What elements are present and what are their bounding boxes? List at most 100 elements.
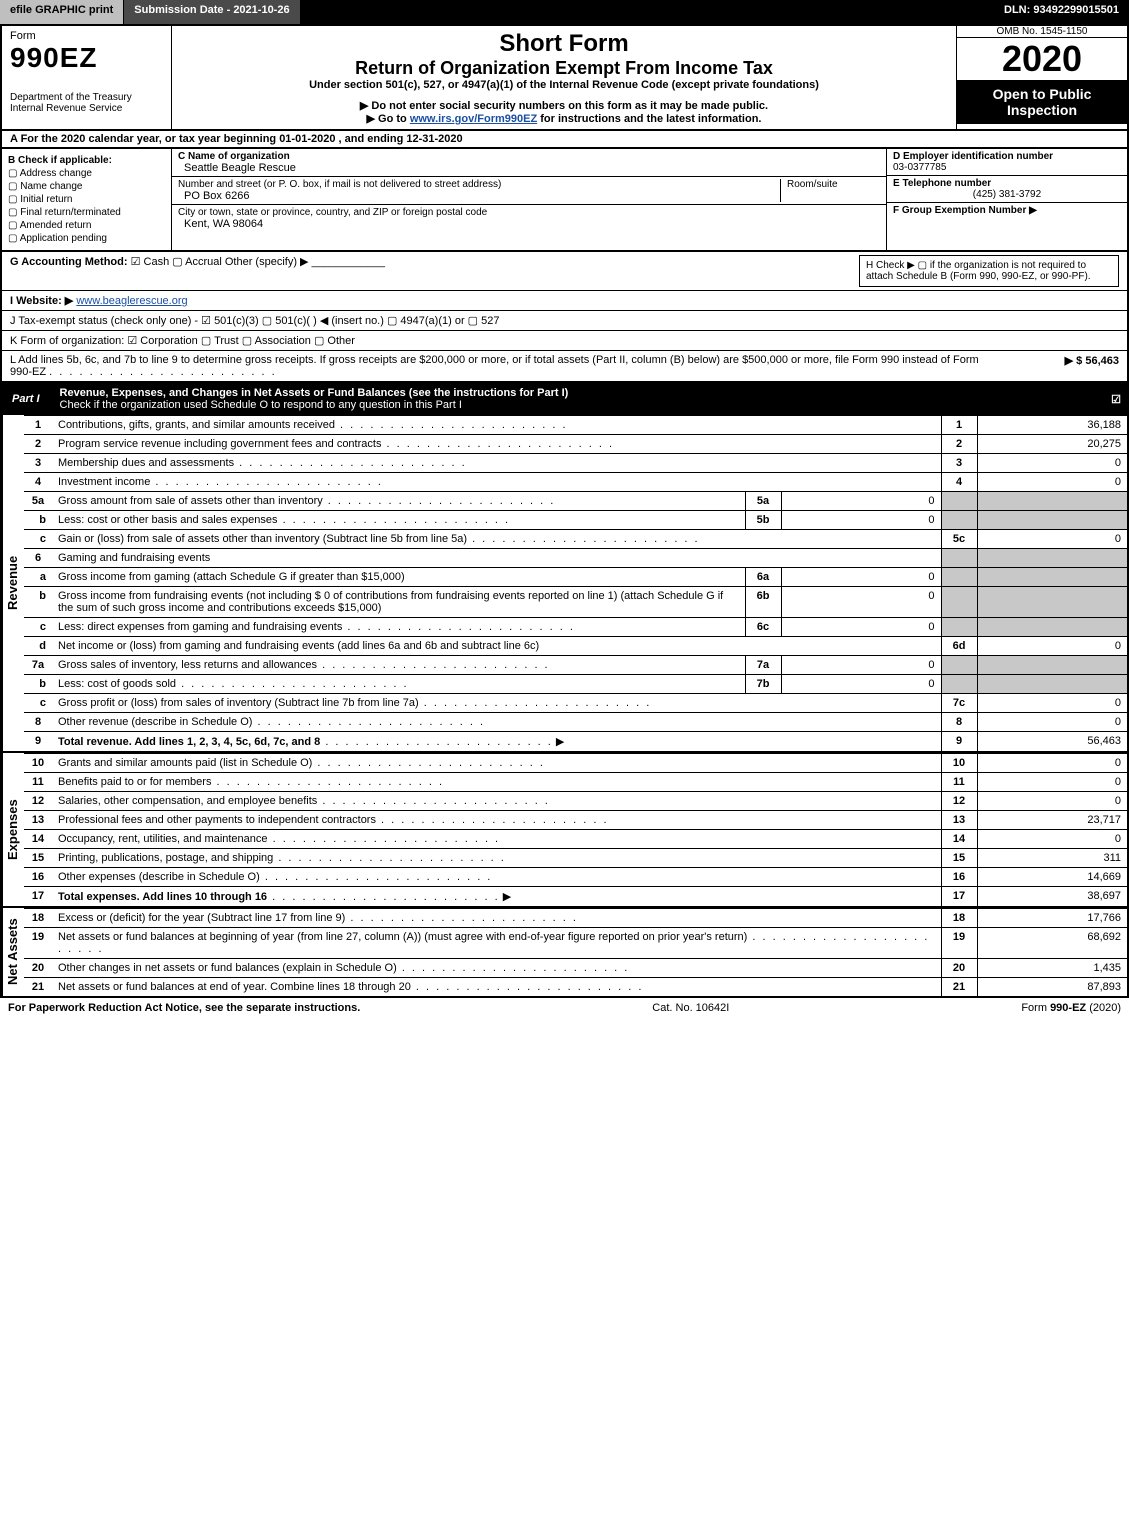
line-13: 13 Professional fees and other payments … [24,811,1127,830]
l8-rn: 8 [941,713,977,732]
revenue-section: Revenue 1 Contributions, gifts, grants, … [0,415,1129,753]
l9-rv: 56,463 [977,732,1127,752]
l13-d: Professional fees and other payments to … [58,814,376,826]
warn2-post: for instructions and the latest informat… [537,113,761,125]
l5a-rn [941,492,977,511]
l4-n: 4 [24,473,52,492]
footer-right-pre: Form [1021,1002,1050,1014]
line-5a: 5a Gross amount from sale of assets othe… [24,492,1127,511]
submission-date-button[interactable]: Submission Date - 2021-10-26 [124,0,300,24]
top-bar: efile GRAPHIC print Submission Date - 20… [0,0,1129,24]
l7a-d: Gross sales of inventory, less returns a… [58,659,317,671]
form-word: Form [10,30,163,42]
l14-d: Occupancy, rent, utilities, and maintena… [58,833,268,845]
l17-arrow: ▶ [503,891,511,903]
l3-d: Membership dues and assessments [58,457,234,469]
dept-treasury: Department of the Treasury [10,92,163,103]
l6d-rn: 6d [941,637,977,656]
d-ein: D Employer identification number 03-0377… [887,149,1127,176]
l21-d: Net assets or fund balances at end of ye… [58,981,411,993]
l10-d: Grants and similar amounts paid (list in… [58,757,312,769]
l11-d: Benefits paid to or for members [58,776,211,788]
chk-initial-return[interactable]: Initial return [8,194,165,205]
netassets-table: 18 Excess or (deficit) for the year (Sub… [24,908,1127,996]
chk-name-change[interactable]: Name change [8,181,165,192]
c-room-label: Room/suite [787,179,880,190]
l5a-d: Gross amount from sale of assets other t… [58,495,323,507]
l8-d: Other revenue (describe in Schedule O) [58,716,252,728]
year-cell: OMB No. 1545-1150 2020 Open to Public In… [957,26,1127,129]
l21-rv: 87,893 [977,978,1127,997]
line-17: 17 Total expenses. Add lines 10 through … [24,887,1127,907]
l14-n: 14 [24,830,52,849]
l7a-n: 7a [24,656,52,675]
line-20: 20 Other changes in net assets or fund b… [24,959,1127,978]
c-org-cell: C Name of organization Seattle Beagle Re… [172,149,887,250]
title-cell: Short Form Return of Organization Exempt… [172,26,957,129]
l9-d: Total revenue. Add lines 1, 2, 3, 4, 5c,… [58,736,320,748]
line-6b: b Gross income from fundraising events (… [24,587,1127,618]
l1-rv: 36,188 [977,416,1127,435]
irs-link[interactable]: www.irs.gov/Form990EZ [410,113,537,125]
l18-d: Excess or (deficit) for the year (Subtra… [58,912,345,924]
l-dots [49,366,277,378]
warn-ssn: ▶ Do not enter social security numbers o… [180,99,948,112]
dln-value: 93492299015501 [1033,4,1119,16]
l15-d: Printing, publications, postage, and shi… [58,852,273,864]
l15-n: 15 [24,849,52,868]
l20-n: 20 [24,959,52,978]
l3-rv: 0 [977,454,1127,473]
l6b-mn: 6b [745,587,781,618]
line-10: 10 Grants and similar amounts paid (list… [24,754,1127,773]
l10-n: 10 [24,754,52,773]
line-4: 4 Investment income 4 0 [24,473,1127,492]
l19-rv: 68,692 [977,928,1127,959]
l19-rn: 19 [941,928,977,959]
row-j: J Tax-exempt status (check only one) - ☑… [2,311,1127,331]
l10-rv: 0 [977,754,1127,773]
side-netassets: Net Assets [2,908,24,996]
line-6a: a Gross income from gaming (attach Sched… [24,568,1127,587]
def-col: D Employer identification number 03-0377… [887,149,1127,250]
l5c-n: c [24,530,52,549]
l6c-d: Less: direct expenses from gaming and fu… [58,621,342,633]
chk-final-return[interactable]: Final return/terminated [8,207,165,218]
part1-check[interactable]: ☑ [1105,389,1127,410]
efile-print-button[interactable]: efile GRAPHIC print [0,0,124,24]
l14-rn: 14 [941,830,977,849]
chk-application-pending[interactable]: Application pending [8,233,165,244]
l6d-d: Net income or (loss) from gaming and fun… [58,640,539,652]
website-link[interactable]: www.beaglerescue.org [76,295,187,307]
dept-irs: Internal Revenue Service [10,103,163,114]
l13-rn: 13 [941,811,977,830]
footer-right-post: (2020) [1086,1002,1121,1014]
l6b-mv: 0 [781,587,941,618]
l14-rv: 0 [977,830,1127,849]
open-public-inspection: Open to Public Inspection [957,80,1127,124]
form-header: Form 990EZ Department of the Treasury In… [0,24,1129,131]
l2-n: 2 [24,435,52,454]
warn-goto: ▶ Go to www.irs.gov/Form990EZ for instru… [180,112,948,125]
l1-d: Contributions, gifts, grants, and simila… [58,419,335,431]
l6a-n: a [24,568,52,587]
l5a-rv [977,492,1127,511]
g-cash[interactable]: Cash [131,256,170,268]
line-11: 11 Benefits paid to or for members 11 0 [24,773,1127,792]
c-street-row: Number and street (or P. O. box, if mail… [172,177,886,205]
l2-d: Program service revenue including govern… [58,438,381,450]
topbar-spacer [301,0,994,24]
form-id-cell: Form 990EZ Department of the Treasury In… [2,26,172,129]
line-6d: d Net income or (loss) from gaming and f… [24,637,1127,656]
chk-amended-return[interactable]: Amended return [8,220,165,231]
l18-rn: 18 [941,909,977,928]
chk-address-change[interactable]: Address change [8,168,165,179]
l7b-n: b [24,675,52,694]
line-7a: 7a Gross sales of inventory, less return… [24,656,1127,675]
line-21: 21 Net assets or fund balances at end of… [24,978,1127,997]
l13-n: 13 [24,811,52,830]
part1-note: Check if the organization used Schedule … [60,399,462,411]
line-3: 3 Membership dues and assessments 3 0 [24,454,1127,473]
netassets-section: Net Assets 18 Excess or (deficit) for th… [0,908,1129,998]
g-accrual[interactable]: Accrual [172,256,222,268]
g-other: Other (specify) ▶ [225,256,309,268]
